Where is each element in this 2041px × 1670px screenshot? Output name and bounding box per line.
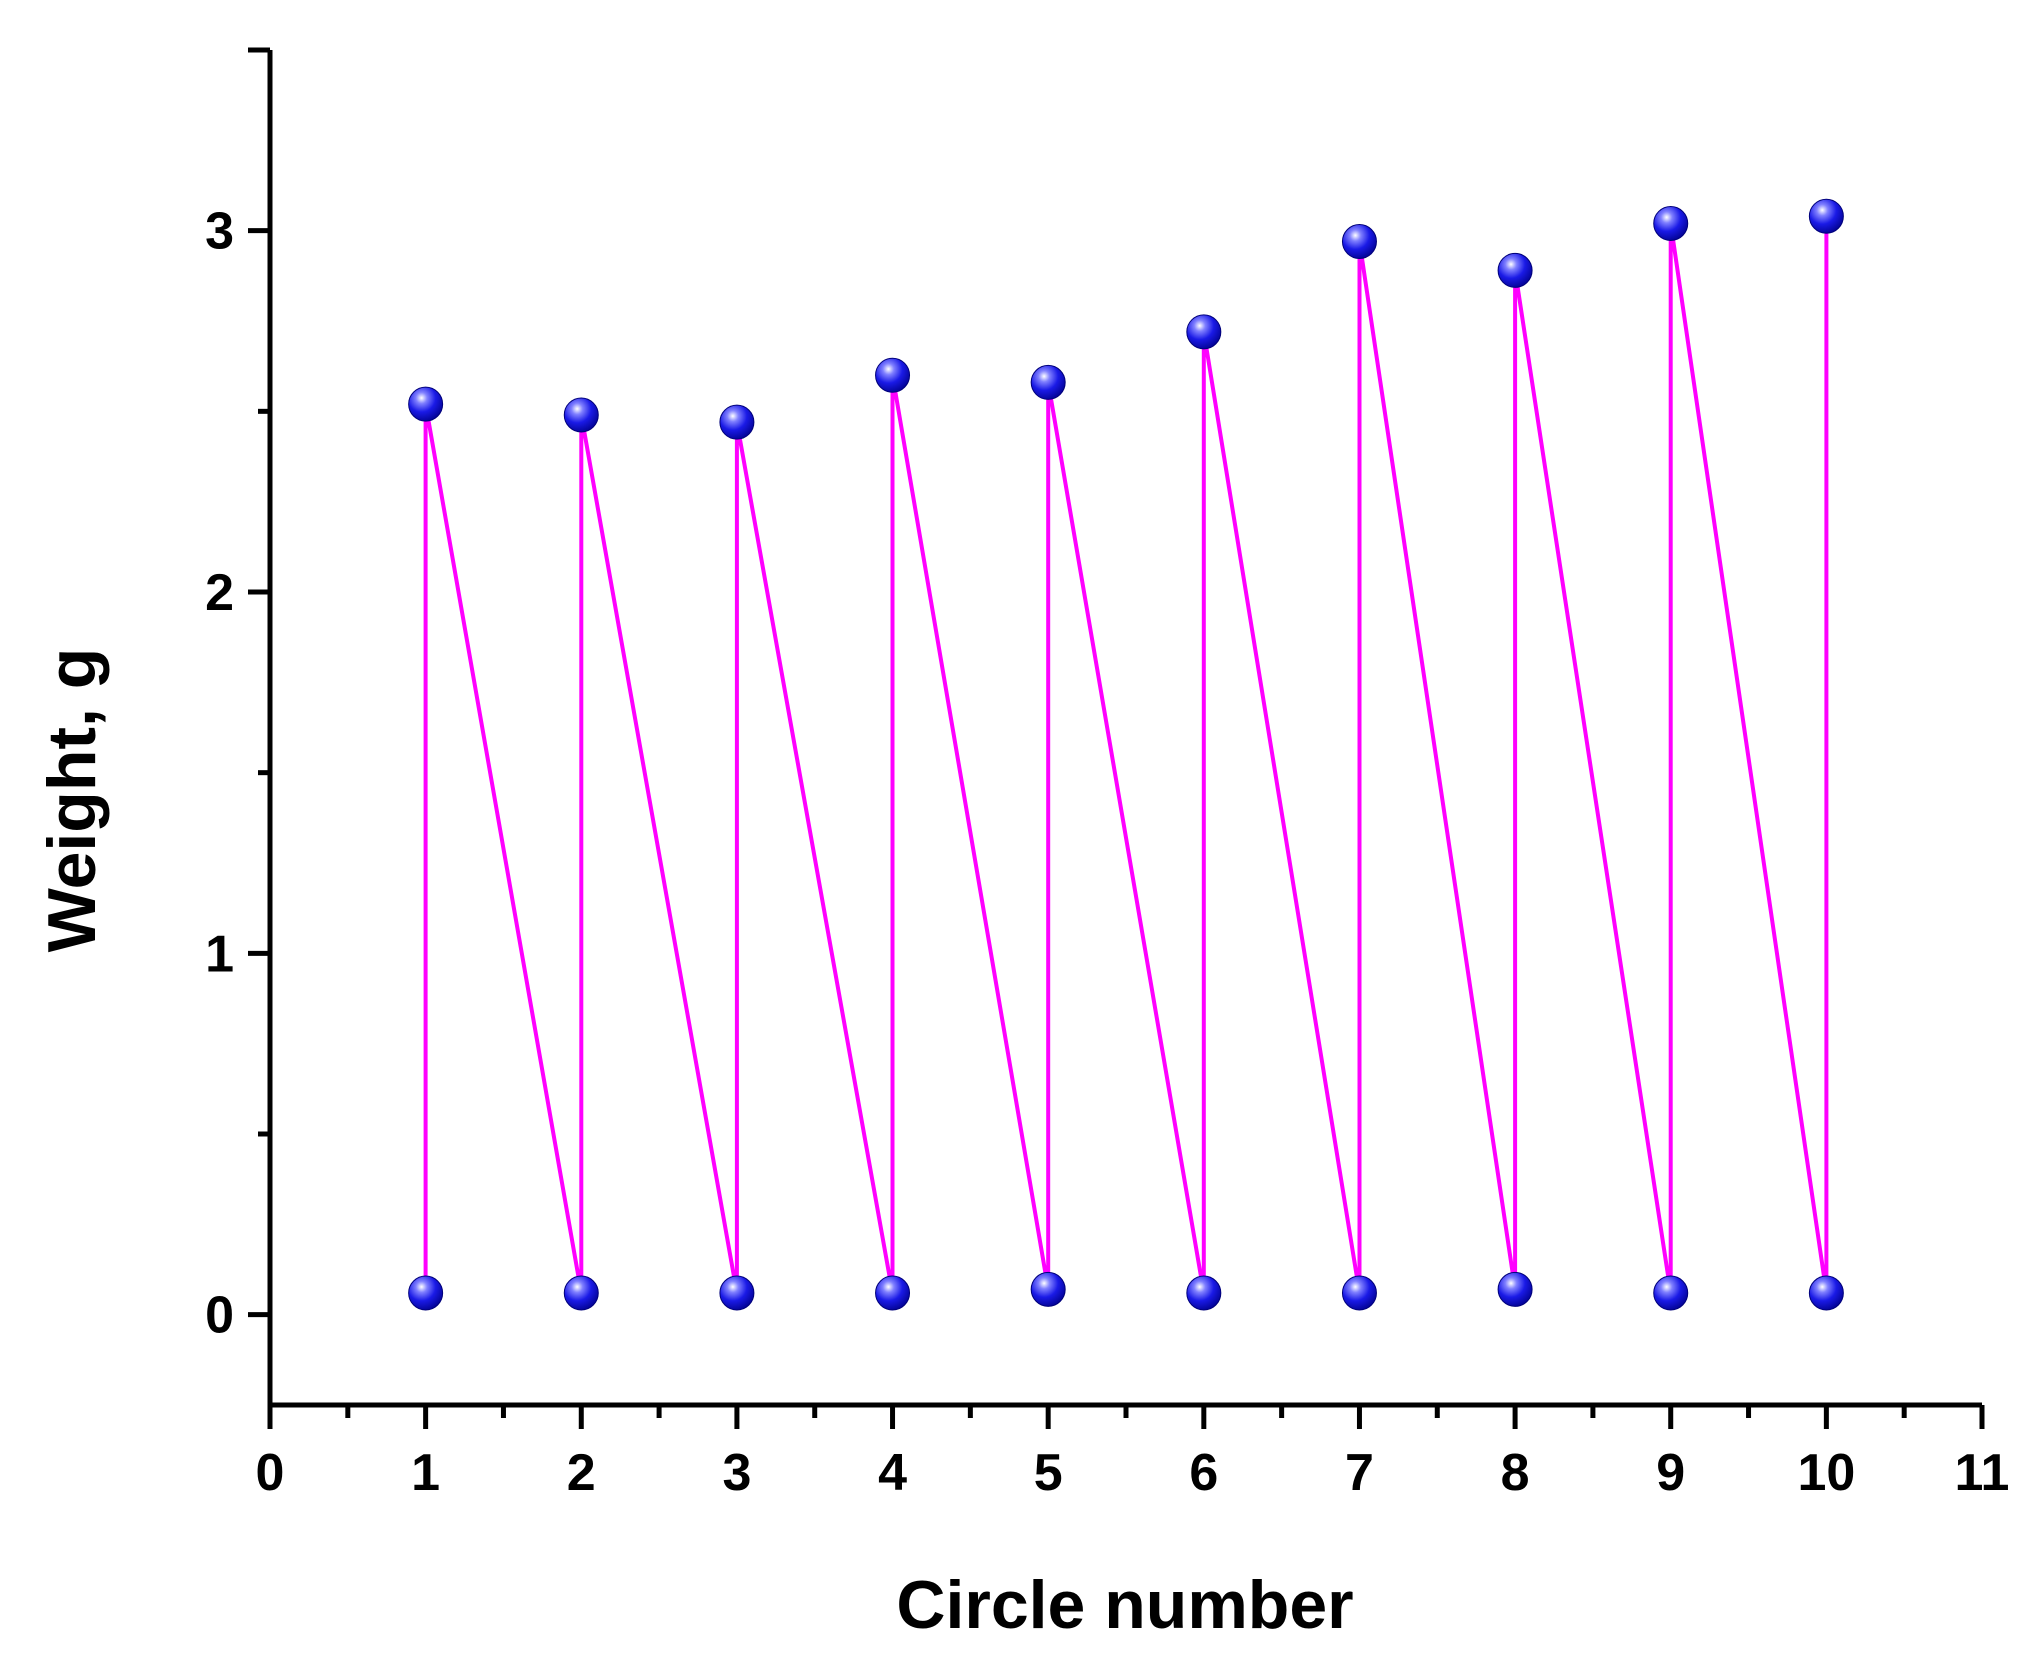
x-tick-label: 11 xyxy=(1955,1444,2010,1502)
series-line-group xyxy=(423,216,1829,1294)
x-tick-label: 0 xyxy=(256,1444,285,1502)
data-point xyxy=(1030,364,1066,400)
data-point xyxy=(1030,1271,1066,1307)
x-tick-label: 9 xyxy=(1656,1444,1685,1502)
data-point xyxy=(1653,205,1689,241)
x-tick-label: 2 xyxy=(567,1444,596,1502)
y-tick-label: 2 xyxy=(205,564,234,622)
x-tick-label: 7 xyxy=(1345,1444,1374,1502)
series-marker-group xyxy=(408,198,1844,1311)
data-point xyxy=(1341,1275,1377,1311)
series-line xyxy=(423,216,1829,1294)
data-point xyxy=(563,1275,599,1311)
data-point xyxy=(875,357,911,393)
x-tick-label: 4 xyxy=(878,1444,907,1502)
y-tick-label: 1 xyxy=(205,925,234,983)
data-point xyxy=(1497,252,1533,288)
data-point xyxy=(563,397,599,433)
data-point xyxy=(1341,224,1377,260)
y-tick-label: 3 xyxy=(205,203,234,261)
data-point xyxy=(719,404,755,440)
y-tick-label: 0 xyxy=(205,1287,234,1345)
y-axis-title: Weight, g xyxy=(34,648,110,953)
data-point xyxy=(875,1275,911,1311)
x-tick-label: 6 xyxy=(1189,1444,1218,1502)
data-point xyxy=(1186,314,1222,350)
x-tick-label: 10 xyxy=(1797,1444,1855,1502)
data-point xyxy=(719,1275,755,1311)
data-point xyxy=(1186,1275,1222,1311)
data-point xyxy=(408,1275,444,1311)
data-point xyxy=(1497,1271,1533,1307)
x-tick-label: 5 xyxy=(1034,1444,1063,1502)
x-axis-title: Circle number xyxy=(896,1567,1353,1643)
data-point xyxy=(1653,1275,1689,1311)
data-point xyxy=(408,386,444,422)
data-point xyxy=(1808,198,1844,234)
axes xyxy=(248,47,1985,1429)
tick-label-group: 0 1 2 3 0 1 2 3 4 5 6 7 8 9 10 11 xyxy=(205,203,2009,1502)
x-tick-label: 3 xyxy=(722,1444,751,1502)
x-tick-label: 8 xyxy=(1501,1444,1530,1502)
x-tick-label: 1 xyxy=(411,1444,440,1502)
data-point xyxy=(1808,1275,1844,1311)
